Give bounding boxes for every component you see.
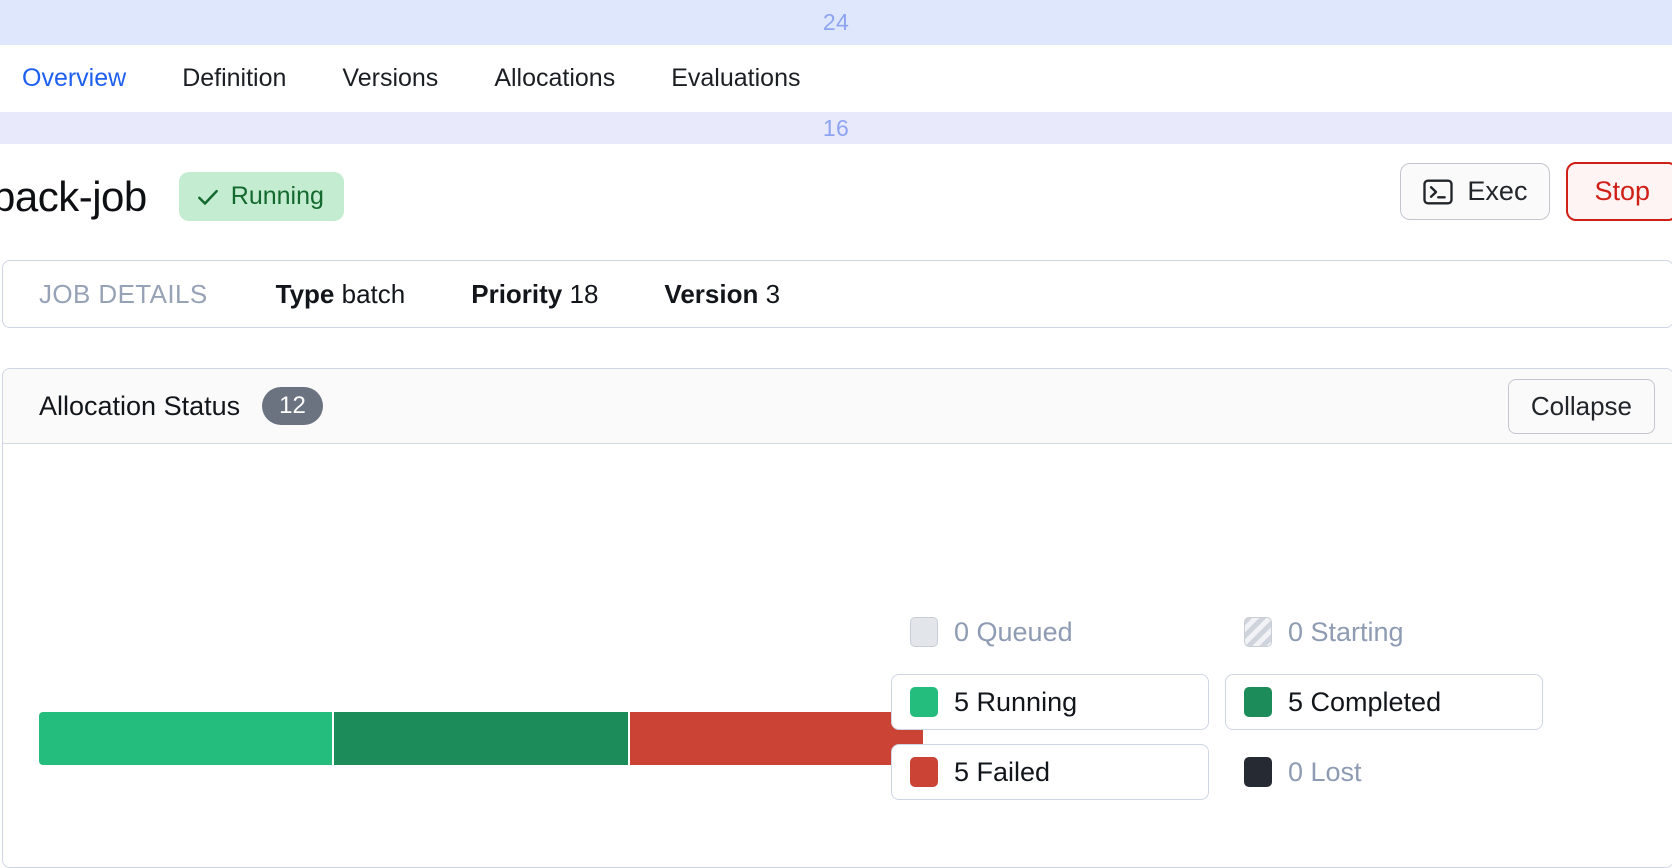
job-detail-version: Version 3 (664, 279, 780, 310)
legend-swatch-running-icon (910, 687, 938, 717)
legend-item-label: 5 Completed (1288, 686, 1442, 717)
allocation-status-header: Allocation Status 12 Collapse (3, 369, 1672, 444)
exec-button-label: Exec (1467, 176, 1528, 206)
stop-button[interactable]: Stop (1566, 162, 1672, 221)
job-detail-priority: Priority 18 (471, 279, 598, 310)
tab-bar: Overview Definition Versions Allocations Eva… (0, 45, 1672, 152)
job-details-card: JOB DETAILS Type batch Priority 18 Version… (2, 260, 1672, 328)
exec-button[interactable]: Exec (1400, 163, 1551, 220)
allocation-distribution-bar[interactable] (39, 712, 923, 765)
job-detail-label: Version (664, 278, 759, 309)
collapse-button[interactable]: Collapse (1507, 378, 1655, 434)
terminal-icon (1423, 178, 1454, 205)
legend-swatch-lost-icon (1244, 757, 1272, 787)
tab-list: Overview Definition Versions Allocations Eva… (0, 45, 828, 112)
job-detail-value: batch (334, 278, 406, 309)
status-badge: Running (178, 172, 344, 221)
legend-swatch-failed-icon (910, 757, 938, 787)
bar-segment-running[interactable] (39, 712, 333, 765)
status-badge-label: Running (230, 182, 324, 210)
job-detail-label: Priority (471, 278, 563, 309)
allocation-status-card: Allocation Status 12 Collapse 0 Queued 0 … (2, 368, 1672, 868)
legend-item-lost: 0 Lost (1225, 744, 1543, 800)
legend-item-label: 5 Running (954, 686, 1078, 717)
legend-item-label: 0 Queued (954, 616, 1073, 647)
legend-swatch-starting-icon (1244, 617, 1272, 647)
legend-swatch-completed-icon (1244, 687, 1272, 717)
job-details-label: JOB DETAILS (39, 278, 208, 309)
allocation-count-badge: 12 (262, 387, 323, 425)
job-detail-value: 18 (562, 278, 599, 309)
tab-versions[interactable]: Versions (342, 64, 439, 92)
page-title: pack-job (0, 172, 147, 220)
legend-item-completed[interactable]: 5 Completed (1225, 674, 1543, 730)
bar-segment-failed[interactable] (629, 712, 923, 765)
tab-evaluations[interactable]: Evaluations (671, 64, 801, 92)
check-icon (197, 189, 218, 205)
job-details-fields: Type batch Priority 18 Version 3 (276, 279, 846, 310)
job-header: pack-job Running Exec Stop (0, 144, 1672, 249)
legend-item-failed[interactable]: 5 Failed (891, 744, 1209, 800)
scroll-indicator-middle: 16 (0, 112, 1672, 144)
allocation-status-body: 0 Queued 0 Starting 5 Running 5 Completed 5 … (3, 444, 1672, 867)
job-detail-type: Type batch (276, 279, 406, 310)
legend-item-label: 0 Starting (1288, 616, 1404, 647)
allocation-legend: 0 Queued 0 Starting 5 Running 5 Completed 5 … (891, 604, 1591, 800)
legend-item-running[interactable]: 5 Running (891, 674, 1209, 730)
bar-segment-completed[interactable] (334, 712, 628, 765)
stop-button-label: Stop (1594, 176, 1650, 206)
job-action-buttons: Exec Stop (1400, 162, 1672, 221)
legend-item-queued: 0 Queued (891, 604, 1209, 660)
legend-item-label: 0 Lost (1288, 756, 1362, 787)
legend-item-label: 5 Failed (954, 756, 1051, 787)
scroll-indicator-top: 24 (0, 0, 1672, 45)
job-detail-label: Type (275, 278, 335, 309)
legend-swatch-queued-icon (910, 617, 938, 647)
job-detail-value: 3 (758, 278, 781, 309)
scroll-indicator-middle-value: 16 (822, 114, 850, 141)
scroll-indicator-top-value: 24 (822, 9, 850, 35)
legend-item-starting: 0 Starting (1225, 604, 1543, 660)
tab-overview[interactable]: Overview (22, 64, 127, 92)
allocation-status-title: Allocation Status (39, 390, 241, 421)
tab-allocations[interactable]: Allocations (494, 64, 616, 92)
tab-definition[interactable]: Definition (182, 64, 287, 92)
